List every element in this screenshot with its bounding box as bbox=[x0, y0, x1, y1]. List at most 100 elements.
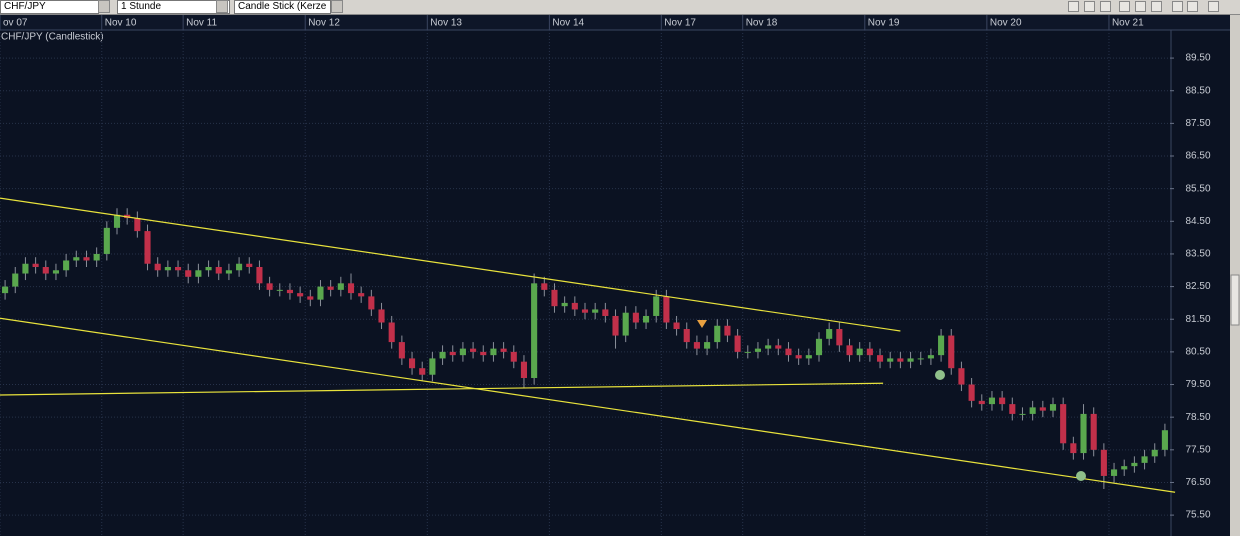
dropdown-arrow[interactable] bbox=[331, 0, 343, 13]
chart-title: CHF/JPY (Candlestick) bbox=[1, 32, 104, 43]
candle-body bbox=[246, 263, 253, 268]
dropdown-arrow[interactable] bbox=[98, 0, 110, 13]
candle-body bbox=[195, 270, 202, 277]
candle-body bbox=[815, 338, 823, 356]
y-tick-label: 86.50 bbox=[1185, 151, 1210, 162]
y-tick-label: 83.50 bbox=[1185, 249, 1210, 260]
dropdown-arrow[interactable] bbox=[216, 0, 228, 13]
candle-body bbox=[429, 358, 436, 375]
signal-marker bbox=[935, 370, 945, 380]
candle-body bbox=[510, 351, 517, 362]
candle-body bbox=[561, 302, 568, 307]
chart-type-select[interactable]: Candle Stick (Kerze bbox=[234, 0, 331, 14]
candle-body bbox=[358, 293, 365, 297]
candle-body bbox=[673, 322, 680, 330]
y-tick-label: 85.50 bbox=[1185, 183, 1210, 194]
tool-button[interactable] bbox=[1084, 1, 1095, 12]
tool-button[interactable] bbox=[1151, 1, 1162, 12]
candle-body bbox=[12, 273, 19, 287]
x-tick-label: Nov 19 bbox=[868, 18, 900, 29]
candle-body bbox=[449, 351, 456, 356]
candle-body bbox=[876, 355, 884, 362]
y-tick-label: 82.50 bbox=[1185, 281, 1210, 292]
candle-body bbox=[327, 286, 334, 290]
candle-body bbox=[826, 329, 833, 339]
y-tick-label: 88.50 bbox=[1185, 85, 1210, 96]
candle-body bbox=[419, 368, 426, 375]
candle-body bbox=[154, 263, 161, 271]
tool-button[interactable] bbox=[1208, 1, 1219, 12]
tool-button[interactable] bbox=[1068, 1, 1079, 12]
candle-body bbox=[520, 361, 528, 378]
candle-body bbox=[551, 289, 558, 307]
candle-body bbox=[541, 283, 548, 290]
candle-body bbox=[185, 270, 192, 277]
trend-line bbox=[0, 197, 901, 332]
date-header bbox=[0, 15, 1240, 30]
candle-body bbox=[805, 355, 812, 359]
candle-body bbox=[398, 342, 405, 359]
y-tick-label: 87.50 bbox=[1185, 118, 1210, 129]
candle-body bbox=[439, 351, 446, 359]
tool-button[interactable] bbox=[1119, 1, 1130, 12]
candle-body bbox=[571, 302, 578, 310]
candle-body bbox=[368, 296, 375, 310]
candle-body bbox=[388, 322, 395, 343]
candle-body bbox=[459, 348, 466, 356]
candle-body bbox=[734, 335, 741, 352]
candle-body bbox=[612, 315, 619, 336]
candle-body bbox=[1161, 430, 1168, 450]
interval-select[interactable]: 1 Stunde bbox=[117, 0, 230, 14]
candle-body bbox=[480, 351, 487, 356]
candle-body bbox=[225, 270, 232, 274]
candle-body bbox=[999, 397, 1006, 405]
candle-body bbox=[378, 309, 385, 323]
chart: CHF/JPY (Candlestick) 75.50 76.50 77.50 78.… bbox=[0, 15, 1240, 536]
y-tick-label: 80.50 bbox=[1185, 347, 1210, 358]
candle-body bbox=[836, 329, 843, 346]
candle-body bbox=[531, 283, 538, 378]
candle-body bbox=[1060, 404, 1067, 444]
candle-body bbox=[693, 342, 700, 349]
candle-body bbox=[1009, 404, 1016, 414]
tool-button[interactable] bbox=[1135, 1, 1146, 12]
candle-body bbox=[276, 289, 283, 291]
candle-body bbox=[164, 267, 171, 271]
x-tick-label: Nov 21 bbox=[1112, 18, 1144, 29]
candle-body bbox=[500, 348, 507, 352]
candle-body bbox=[286, 289, 294, 294]
candle-body bbox=[968, 384, 975, 401]
candle-body bbox=[134, 218, 141, 232]
candle-body bbox=[1110, 469, 1118, 476]
candle-body bbox=[408, 358, 416, 369]
candle-body bbox=[653, 296, 660, 316]
x-tick-label: Nov 18 bbox=[746, 18, 778, 29]
candle-body bbox=[602, 309, 609, 316]
candle-body bbox=[307, 296, 314, 300]
candle-body bbox=[683, 329, 690, 343]
candle-body bbox=[1039, 407, 1046, 411]
tool-button[interactable] bbox=[1187, 1, 1198, 12]
candle-body bbox=[470, 348, 477, 352]
signal-marker bbox=[697, 320, 707, 328]
scroll-thumb[interactable] bbox=[1230, 274, 1240, 326]
candle-body bbox=[1141, 456, 1148, 463]
y-tick-label: 84.50 bbox=[1185, 216, 1210, 227]
candle-body bbox=[83, 257, 90, 261]
candle-body bbox=[52, 270, 60, 274]
candle-body bbox=[205, 267, 212, 271]
candle-body bbox=[347, 283, 355, 294]
x-tick-label: Nov 12 bbox=[308, 18, 340, 29]
candle-body bbox=[1029, 407, 1036, 414]
candle-body bbox=[632, 312, 639, 323]
candle-body bbox=[2, 286, 9, 294]
tool-button[interactable] bbox=[1172, 1, 1183, 12]
tool-button[interactable] bbox=[1100, 1, 1111, 12]
symbol-select[interactable]: CHF/JPY bbox=[0, 0, 99, 14]
y-tick-label: 75.50 bbox=[1185, 510, 1210, 521]
candle-body bbox=[1131, 462, 1138, 467]
candle-body bbox=[42, 267, 49, 274]
trend-line bbox=[0, 382, 884, 396]
candle-body bbox=[795, 355, 802, 359]
